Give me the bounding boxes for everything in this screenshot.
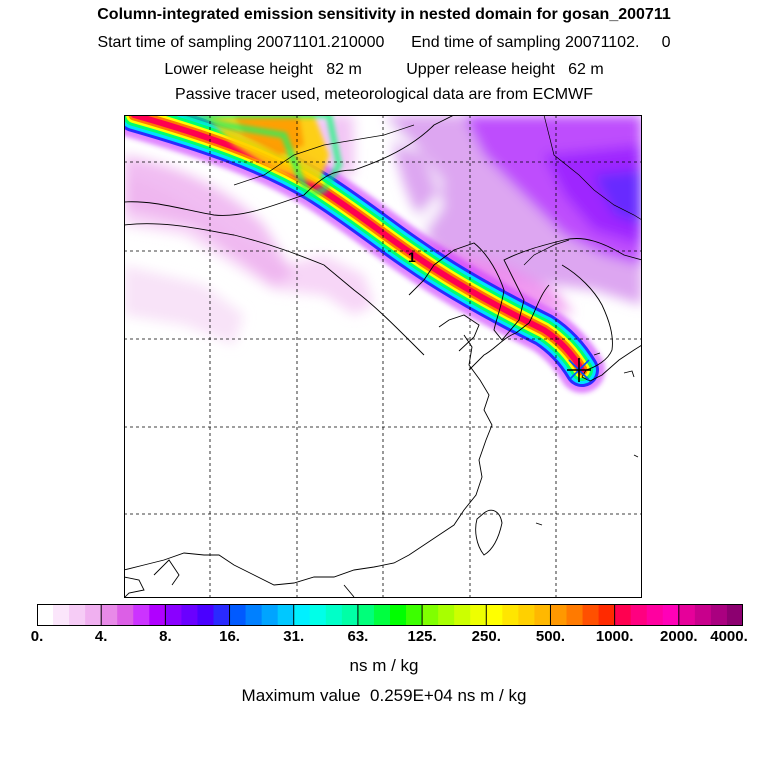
colorbar-cell [566, 604, 584, 626]
colorbar-cell [390, 604, 407, 626]
colorbar-cell [85, 604, 102, 626]
colorbar-tick-label: 63. [347, 628, 369, 645]
colorbar-cell [406, 604, 423, 626]
colorbar-border [37, 604, 743, 626]
colorbar-cell [197, 604, 215, 626]
colorbar-cell [694, 604, 712, 626]
colorbar-cell [662, 604, 680, 626]
colorbar-cell [646, 604, 664, 626]
colorbar-tick-label: 31. [283, 628, 305, 645]
sampling-times: Start time of sampling 20071101.210000 E… [97, 34, 671, 51]
colorbar-cell [309, 604, 327, 626]
colorbar-tick-label: 8. [159, 628, 172, 645]
colorbar-cell [341, 604, 359, 626]
colorbar-cell [486, 604, 503, 626]
colorbar-cell [261, 604, 279, 626]
colorbar-cell [438, 604, 455, 626]
maximum-value: Maximum value 0.259E+04 ns m / kg [241, 686, 527, 705]
colorbar-cell [373, 604, 391, 626]
colorbar-cell [229, 604, 247, 626]
colorbar-tick-label: 0. [30, 628, 44, 645]
colorbar-cell [502, 604, 519, 626]
colorbar-tick-label: 1000. [595, 628, 634, 645]
release-heights: Lower release height 82 m Upper release … [164, 61, 604, 78]
colorbar-cell [181, 604, 199, 626]
colorbar-cell [550, 604, 568, 626]
colorbar-tick-label: 4. [94, 628, 108, 645]
colorbar-cell [357, 604, 375, 626]
receptor-marker [567, 358, 591, 382]
colorbar-cell [422, 604, 439, 626]
colorbar-cell [598, 604, 616, 626]
colorbar-cell [133, 604, 150, 626]
colorbar-cell [726, 604, 743, 626]
colorbar-cell [325, 604, 343, 626]
colorbar-cell [37, 604, 54, 626]
colorbar [37, 604, 743, 626]
colorbar-units: ns m / kg [349, 656, 419, 675]
coastlines [124, 115, 642, 598]
colorbar-cell [710, 604, 728, 626]
map-border [124, 115, 642, 598]
colorbar-cell [582, 604, 600, 626]
plume-contour-label: 1 [408, 249, 416, 265]
colorbar-cell [53, 604, 70, 626]
colorbar-cell [165, 604, 183, 626]
colorbar-cell [293, 604, 311, 626]
colorbar-tick-label: 125. [407, 628, 437, 645]
map-panel: 1 [124, 115, 642, 598]
colorbar-cell [454, 604, 471, 626]
colorbar-cell [470, 604, 487, 626]
colorbar-cell [277, 604, 295, 626]
colorbar-cell [101, 604, 118, 626]
colorbar-cell [678, 604, 696, 626]
colorbar-cell [149, 604, 166, 626]
colorbar-cell [614, 604, 632, 626]
colorbar-tick-label: 4000. [710, 628, 748, 645]
colorbar-cell [518, 604, 536, 626]
chart-title: Column-integrated emission sensitivity i… [97, 6, 671, 23]
map-svg: 1 [124, 115, 642, 598]
colorbar-cell [534, 604, 552, 626]
colorbar-tick-label: 250. [471, 628, 501, 645]
tracer-info: Passive tracer used, meteorological data… [175, 86, 593, 103]
colorbar-tick-labels: 0. 4. 8. 16. 31. 63. 125. 250. 500. 1000. 2000. 400… [0, 628, 768, 648]
colorbar-cell [245, 604, 263, 626]
graticule [124, 115, 642, 598]
plume [124, 115, 605, 393]
colorbar-tick-label: 16. [219, 628, 240, 645]
colorbar-tick-label: 500. [535, 628, 566, 645]
colorbar-tick-label: 2000. [660, 628, 698, 645]
colorbar-cell [117, 604, 134, 626]
borders [233, 115, 642, 266]
colorbar-cell [630, 604, 648, 626]
colorbar-cell [69, 604, 86, 626]
colorbar-cell [213, 604, 231, 626]
